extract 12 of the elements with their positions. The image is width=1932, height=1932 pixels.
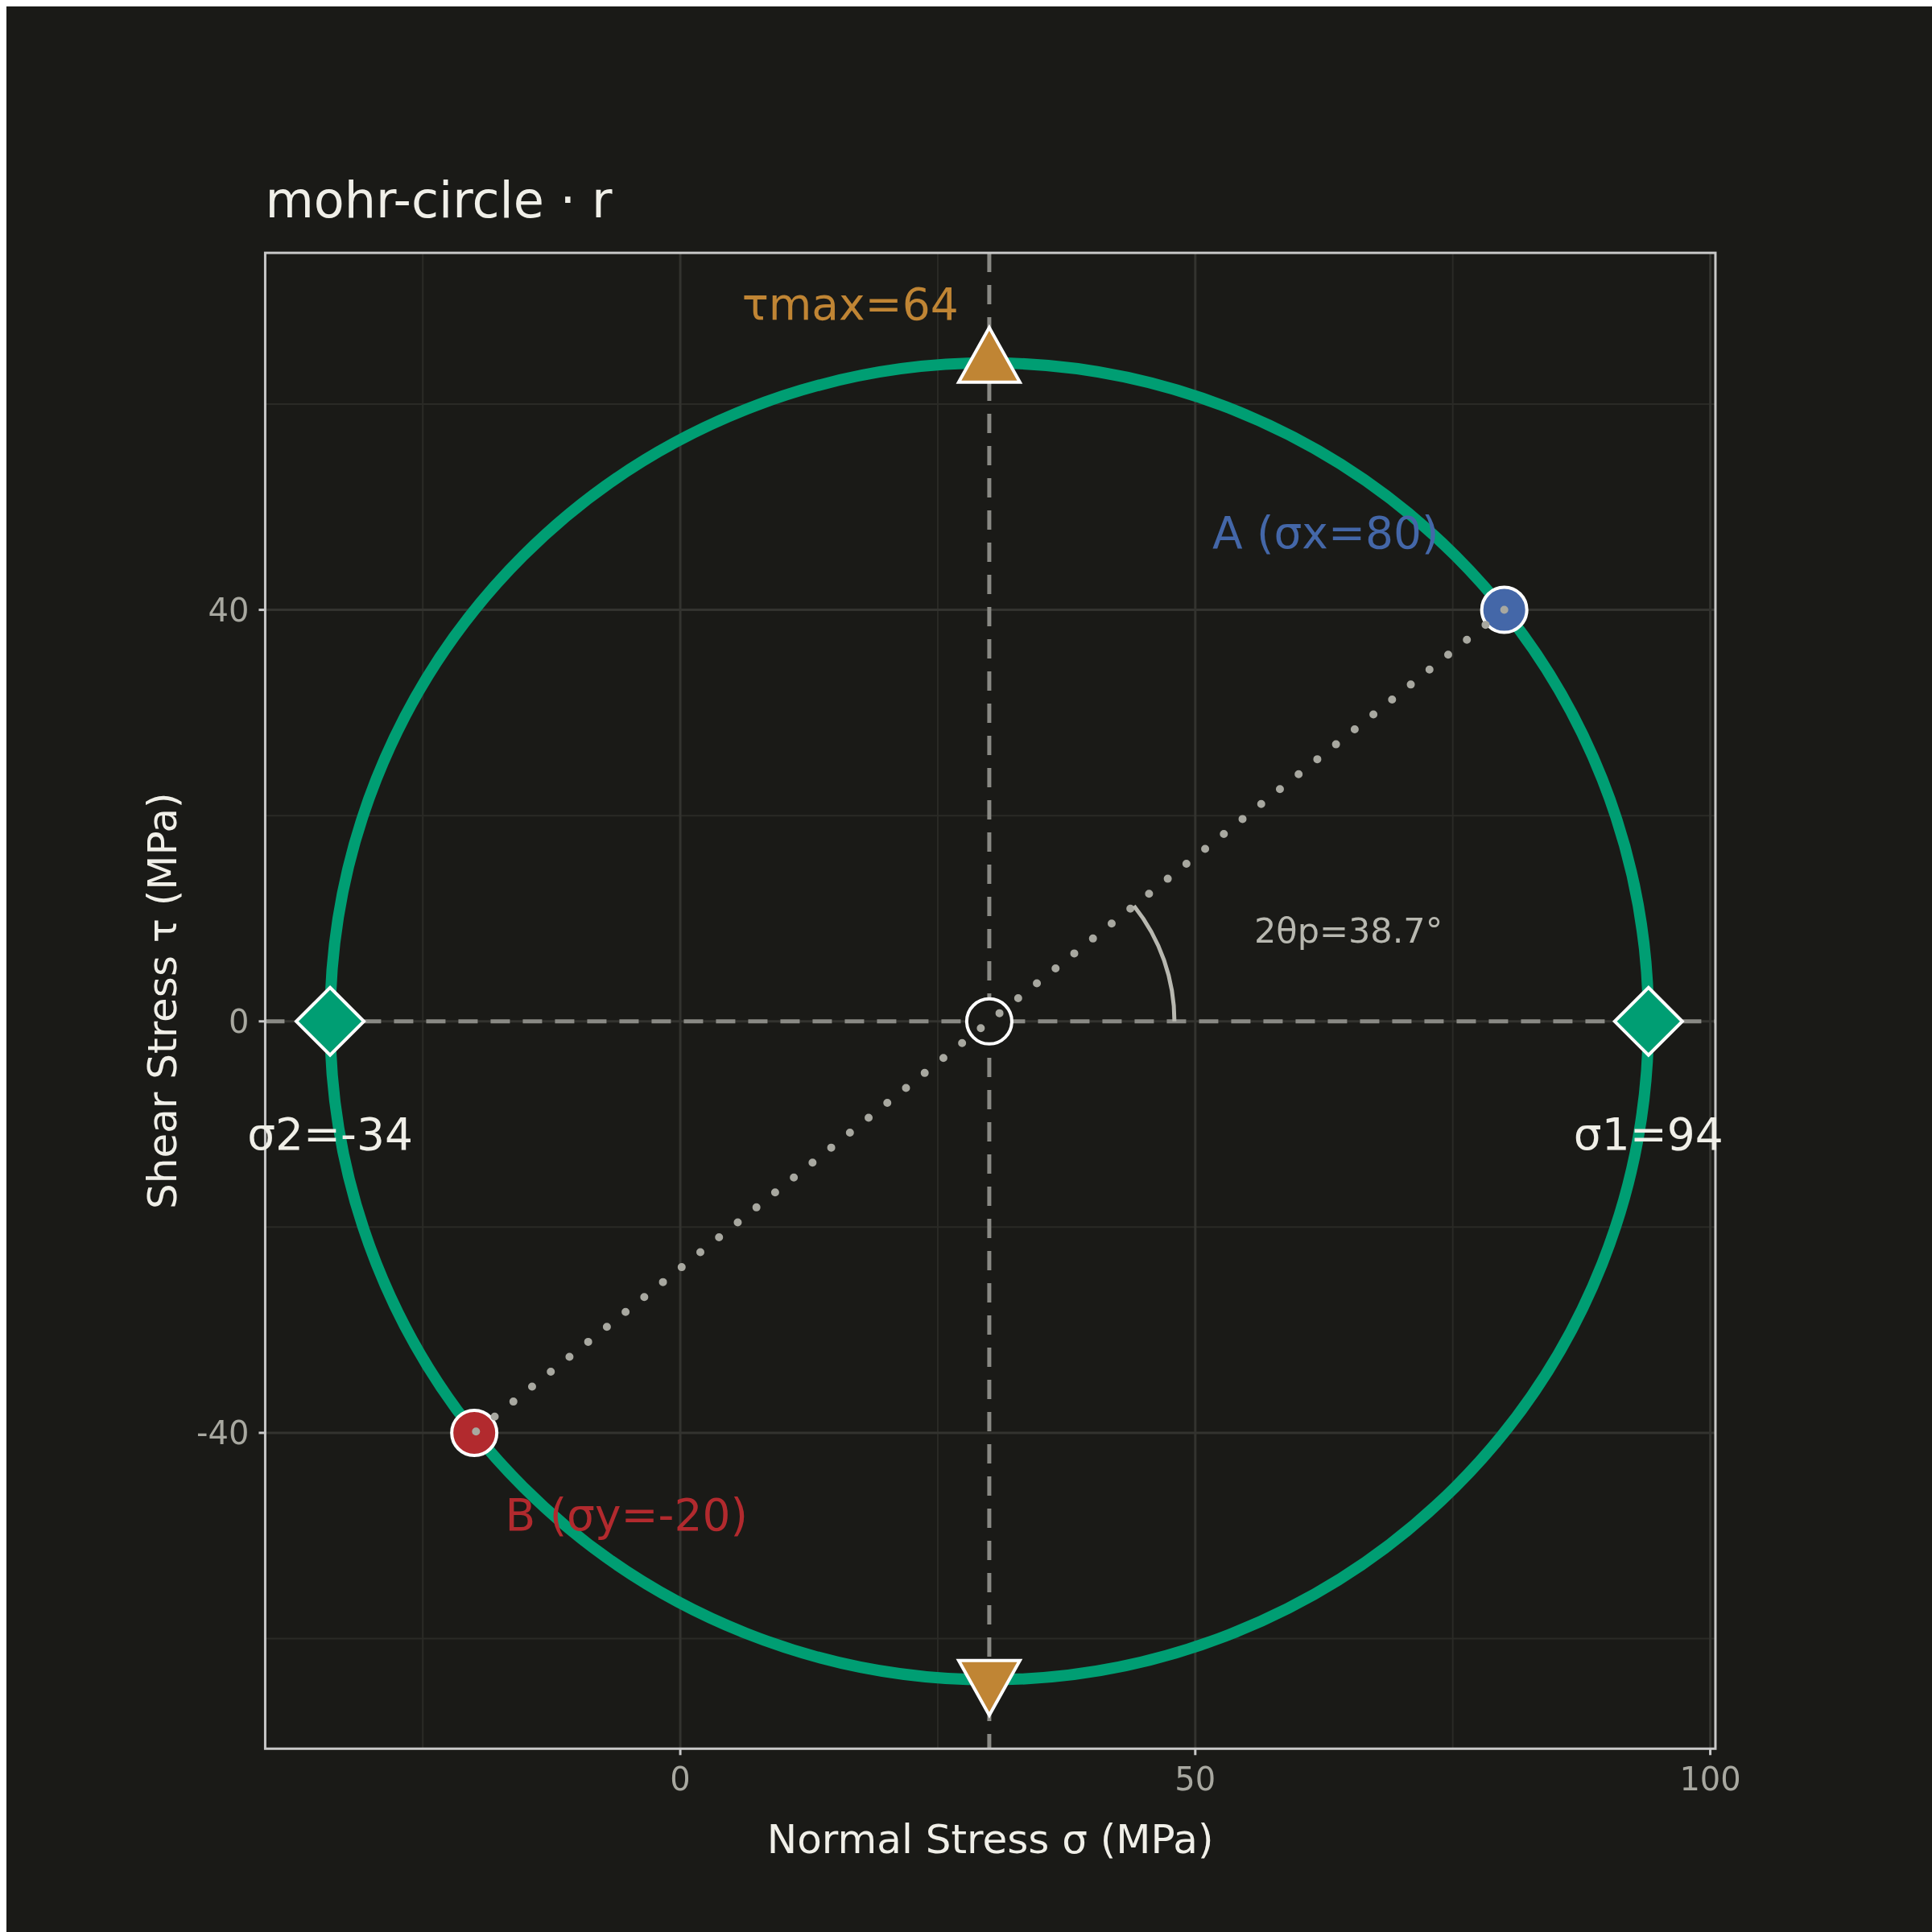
y-tick-label: -40 [196,1414,250,1451]
y-tick-label: 0 [228,1002,250,1040]
y-tick-label: 40 [208,591,250,629]
x-tick-label: 100 [1679,1761,1741,1798]
annotation: τmax=64 [741,279,959,331]
x-tick-label: 0 [670,1761,691,1798]
annotation: B (σy=-20) [505,1488,748,1541]
chart-title: mohr-circle · r [265,171,613,229]
annotation: 2θp=38.7° [1254,910,1443,951]
x-axis-title: Normal Stress σ (MPa) [766,1816,1214,1864]
y-axis-title: Shear Stress τ (MPa) [139,792,187,1209]
x-tick-label: 50 [1174,1761,1216,1798]
